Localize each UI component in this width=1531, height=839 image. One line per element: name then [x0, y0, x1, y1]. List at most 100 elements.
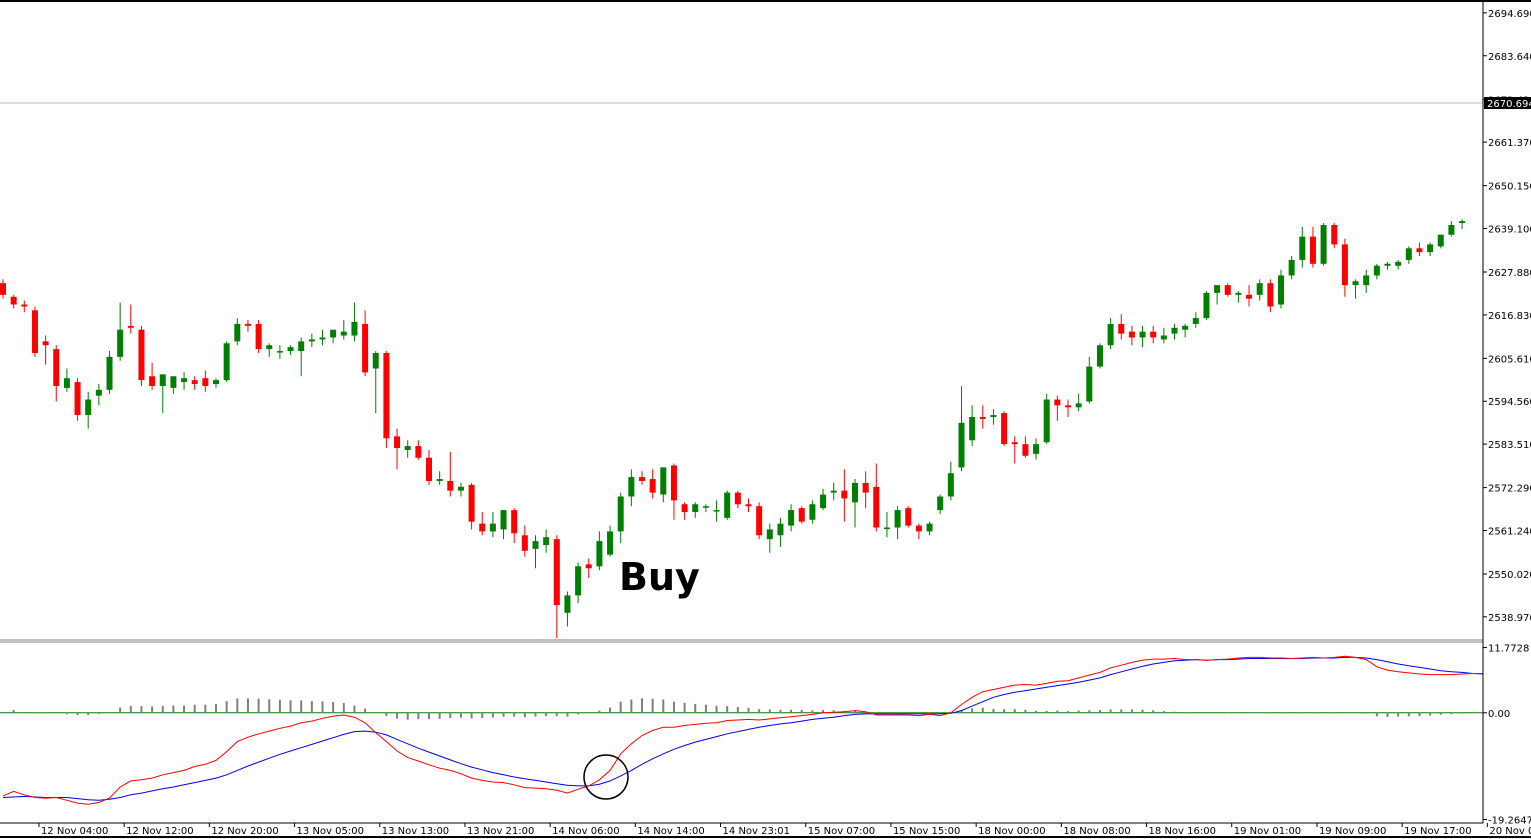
- candle: [926, 521, 933, 536]
- candle-body: [702, 506, 709, 508]
- candle: [415, 440, 422, 460]
- candle: [969, 405, 976, 447]
- candle-body: [1182, 325, 1189, 330]
- candle-body: [191, 380, 198, 385]
- candle: [1395, 259, 1402, 270]
- candle: [660, 467, 667, 503]
- candle: [1246, 285, 1253, 307]
- time-tick-label: 18 Nov 08:00: [1063, 826, 1130, 837]
- candle: [649, 469, 656, 499]
- candle-body: [1309, 236, 1316, 264]
- candle-body: [244, 323, 251, 326]
- time-axis: 12 Nov 04:00 12 Nov 12:00 12 Nov 20:00 13 N…: [38, 823, 1531, 837]
- candle: [564, 591, 571, 627]
- candle: [1384, 261, 1391, 270]
- current-price-bg: [1484, 97, 1531, 109]
- candle: [1309, 226, 1316, 268]
- candle-body: [404, 446, 411, 450]
- candle-body: [681, 504, 688, 513]
- time-tick-label: 14 Nov 06:00: [552, 826, 619, 837]
- candle: [53, 345, 60, 402]
- candle-body: [649, 479, 656, 493]
- candle: [1448, 221, 1455, 237]
- candle-body: [436, 479, 443, 481]
- candle-body: [788, 510, 795, 526]
- price-tick-label: 2550.020: [1488, 570, 1531, 581]
- candle: [777, 517, 784, 547]
- candle: [159, 374, 166, 414]
- candle: [1256, 279, 1263, 301]
- candle-body: [905, 508, 912, 526]
- candle-body: [106, 356, 113, 390]
- candle: [905, 506, 912, 528]
- candle: [596, 531, 603, 571]
- candle-body: [138, 329, 145, 381]
- price-tick-label: 2594.560: [1488, 397, 1531, 408]
- candle-body: [521, 535, 528, 551]
- candle: [1437, 234, 1444, 249]
- candle: [181, 372, 188, 390]
- candles-layer: [0, 219, 1466, 639]
- candle: [1288, 256, 1295, 280]
- candle-body: [734, 492, 741, 505]
- candle-body: [1022, 444, 1029, 456]
- candle-body: [63, 378, 70, 388]
- candle-body: [798, 508, 805, 522]
- candle: [1054, 395, 1061, 421]
- candle-body: [479, 523, 486, 532]
- candle: [1320, 223, 1327, 266]
- candle-body: [1437, 234, 1444, 247]
- candle-body: [85, 399, 92, 416]
- candle-body: [820, 494, 827, 509]
- candle: [820, 488, 827, 511]
- price-tick-label: 2561.240: [1488, 526, 1531, 537]
- time-tick-label: 19 Nov 17:00: [1404, 826, 1471, 837]
- candle-body: [1054, 399, 1061, 406]
- candle: [543, 529, 550, 553]
- candle-body: [937, 496, 944, 511]
- candle: [1341, 238, 1348, 297]
- candle-body: [532, 541, 539, 549]
- candle-body: [308, 339, 315, 342]
- candle: [766, 523, 773, 553]
- time-tick-label: 19 Nov 09:00: [1319, 826, 1386, 837]
- candle-body: [159, 374, 166, 386]
- candle-body: [489, 523, 496, 532]
- candle-body: [468, 484, 475, 522]
- candle: [532, 535, 539, 569]
- time-tick-label: 15 Nov 15:00: [893, 826, 960, 837]
- candle: [990, 409, 997, 425]
- candle: [607, 525, 614, 557]
- candle-body: [1320, 225, 1327, 264]
- candle: [724, 490, 731, 520]
- candle-body: [74, 382, 81, 416]
- candle: [362, 310, 369, 377]
- candle-body: [1235, 292, 1242, 295]
- candle-body: [1427, 244, 1434, 253]
- candle: [372, 351, 379, 414]
- candle-body: [1278, 275, 1284, 305]
- candle-body: [351, 321, 358, 336]
- candle-body: [841, 490, 848, 499]
- macd-tick-label: 0.00: [1488, 709, 1510, 720]
- candle: [500, 510, 507, 540]
- candle: [617, 492, 624, 544]
- candle: [319, 329, 326, 346]
- candle-body: [1363, 275, 1370, 286]
- candle-body: [1128, 331, 1135, 338]
- candle: [149, 362, 156, 390]
- candle-body: [1192, 318, 1199, 324]
- candle: [1182, 323, 1189, 338]
- candle-body: [330, 329, 337, 338]
- price-tick-label: 2650.150: [1488, 182, 1531, 193]
- candle-body: [1459, 221, 1466, 224]
- candle-body: [1075, 403, 1082, 408]
- time-tick-label: 20 Nov 02:00: [1489, 826, 1531, 837]
- candle-body: [1331, 225, 1338, 245]
- price-tick-label: 2605.610: [1488, 354, 1531, 365]
- candle-body: [287, 347, 294, 352]
- time-tick-label: 14 Nov 23:01: [723, 826, 790, 837]
- candle-body: [1107, 323, 1114, 346]
- candle-body: [1246, 294, 1253, 299]
